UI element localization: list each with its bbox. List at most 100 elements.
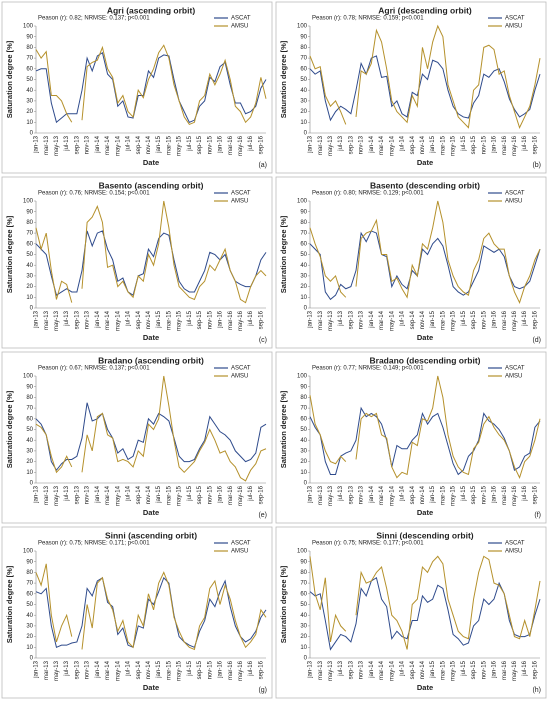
chart-title: Sinni (descending orbit) — [376, 530, 473, 540]
x-axis-title: Date — [417, 508, 433, 517]
y-tick-label: 60 — [26, 241, 33, 247]
x-tick-label: may-14 — [389, 485, 395, 506]
y-tick-label: 50 — [300, 427, 307, 433]
x-tick-label: nov-13 — [85, 310, 91, 329]
data-line — [309, 230, 541, 301]
legend-label: ASCAT — [505, 366, 525, 372]
x-tick-label: nov-13 — [359, 135, 365, 154]
x-tick-label: jul-14 — [400, 310, 406, 326]
x-tick-label: sep-13 — [348, 485, 354, 504]
y-tick-label: 60 — [300, 66, 307, 72]
x-tick-label: jan-15 — [156, 135, 162, 153]
x-tick-label: jan-16 — [492, 310, 498, 328]
data-line — [309, 555, 541, 650]
y-tick-label: 0 — [304, 131, 308, 137]
y-tick-label: 70 — [26, 56, 33, 62]
y-tick-label: 80 — [26, 220, 33, 226]
x-tick-label: nov-15 — [481, 310, 487, 329]
x-tick-label: jul-14 — [126, 660, 132, 676]
x-tick-label: may-13 — [328, 310, 334, 331]
x-tick-label: jan-16 — [492, 660, 498, 678]
x-tick-label: mar-15 — [440, 135, 446, 155]
x-tick-label: jul-14 — [400, 660, 406, 676]
panel-label: (h) — [532, 687, 541, 694]
x-tick-label: sep-14 — [136, 310, 142, 329]
y-tick-label: 90 — [300, 559, 307, 565]
x-axis-title: Date — [143, 158, 159, 167]
x-tick-label: may-16 — [512, 310, 518, 331]
x-tick-label: may-14 — [115, 135, 121, 156]
y-axis-title: Saturation degree [%] — [5, 215, 14, 293]
legend-label: AMSU — [505, 199, 522, 205]
x-tick-label: mar-14 — [105, 310, 111, 330]
x-tick-label: may-15 — [451, 310, 457, 331]
chart-title: Agri (descending orbit) — [378, 5, 472, 15]
y-tick-label: 80 — [26, 45, 33, 51]
data-line — [309, 576, 541, 651]
x-tick-label: sep-15 — [471, 135, 477, 154]
x-tick-label: jul-14 — [400, 485, 406, 501]
x-tick-label: mar-16 — [228, 660, 234, 680]
x-tick-label: mar-15 — [440, 660, 446, 680]
x-tick-label: sep-13 — [348, 135, 354, 154]
x-tick-label: sep-16 — [258, 660, 264, 679]
x-tick-label: jul-13 — [338, 135, 344, 151]
x-tick-label: jan-14 — [95, 660, 101, 678]
chart-title: Bradano (descending orbit) — [370, 355, 481, 365]
x-tick-label: may-15 — [451, 135, 457, 156]
data-line — [309, 55, 541, 122]
x-tick-label: sep-16 — [532, 135, 538, 154]
x-tick-label: sep-16 — [258, 135, 264, 154]
panel-border — [1, 351, 273, 524]
panel-border — [1, 526, 273, 699]
y-tick-label: 10 — [26, 645, 33, 651]
x-tick-label: jan-15 — [430, 310, 436, 328]
y-tick-label: 30 — [26, 98, 33, 104]
legend-label: AMSU — [505, 24, 522, 30]
x-tick-label: mar-16 — [228, 485, 234, 505]
x-tick-label: jan-13 — [308, 660, 314, 678]
x-tick-label: jan-16 — [218, 660, 224, 678]
x-tick-label: jul-13 — [338, 660, 344, 676]
x-tick-label: jul-13 — [64, 135, 70, 151]
y-axis-title: Saturation degree [%] — [5, 390, 14, 468]
x-tick-label: jan-13 — [308, 135, 314, 153]
x-tick-label: may-16 — [238, 310, 244, 331]
x-tick-label: jul-14 — [400, 135, 406, 151]
x-tick-label: jan-15 — [156, 660, 162, 678]
legend-label: AMSU — [505, 374, 522, 380]
y-tick-label: 70 — [300, 56, 307, 62]
y-tick-label: 50 — [26, 602, 33, 608]
panel: Sinni (descending orbit) 0 10 20 30 40 50 60 70 8… — [275, 526, 547, 699]
x-tick-label: jul-15 — [461, 310, 467, 326]
x-tick-label: jan-14 — [369, 310, 375, 328]
x-tick-label: jul-14 — [126, 485, 132, 501]
y-tick-label: 0 — [304, 656, 308, 662]
x-tick-label: sep-15 — [197, 135, 203, 154]
x-axis-title: Date — [143, 333, 159, 342]
panel-border — [275, 526, 547, 699]
x-tick-label: sep-15 — [471, 485, 477, 504]
x-tick-label: jul-13 — [338, 485, 344, 501]
x-tick-label: sep-16 — [258, 485, 264, 504]
x-tick-label: nov-14 — [146, 660, 152, 679]
y-tick-label: 70 — [26, 581, 33, 587]
x-tick-label: mar-16 — [228, 135, 234, 155]
x-tick-label: sep-15 — [471, 660, 477, 679]
y-tick-label: 30 — [300, 273, 307, 279]
x-tick-label: may-15 — [177, 485, 183, 506]
x-tick-label: may-15 — [451, 660, 457, 681]
data-line — [35, 44, 267, 126]
y-tick-label: 70 — [300, 231, 307, 237]
x-tick-label: jul-16 — [248, 310, 254, 326]
panel: Agri (descending orbit) 0 10 20 30 40 50 60 70 80… — [275, 1, 547, 174]
y-tick-label: 50 — [300, 252, 307, 258]
y-tick-label: 20 — [300, 109, 307, 115]
x-tick-label: nov-13 — [359, 310, 365, 329]
x-tick-label: mar-14 — [379, 310, 385, 330]
x-tick-label: jan-14 — [95, 485, 101, 503]
x-tick-label: may-16 — [512, 660, 518, 681]
x-tick-label: jan-14 — [369, 485, 375, 503]
x-tick-label: nov-14 — [146, 310, 152, 329]
